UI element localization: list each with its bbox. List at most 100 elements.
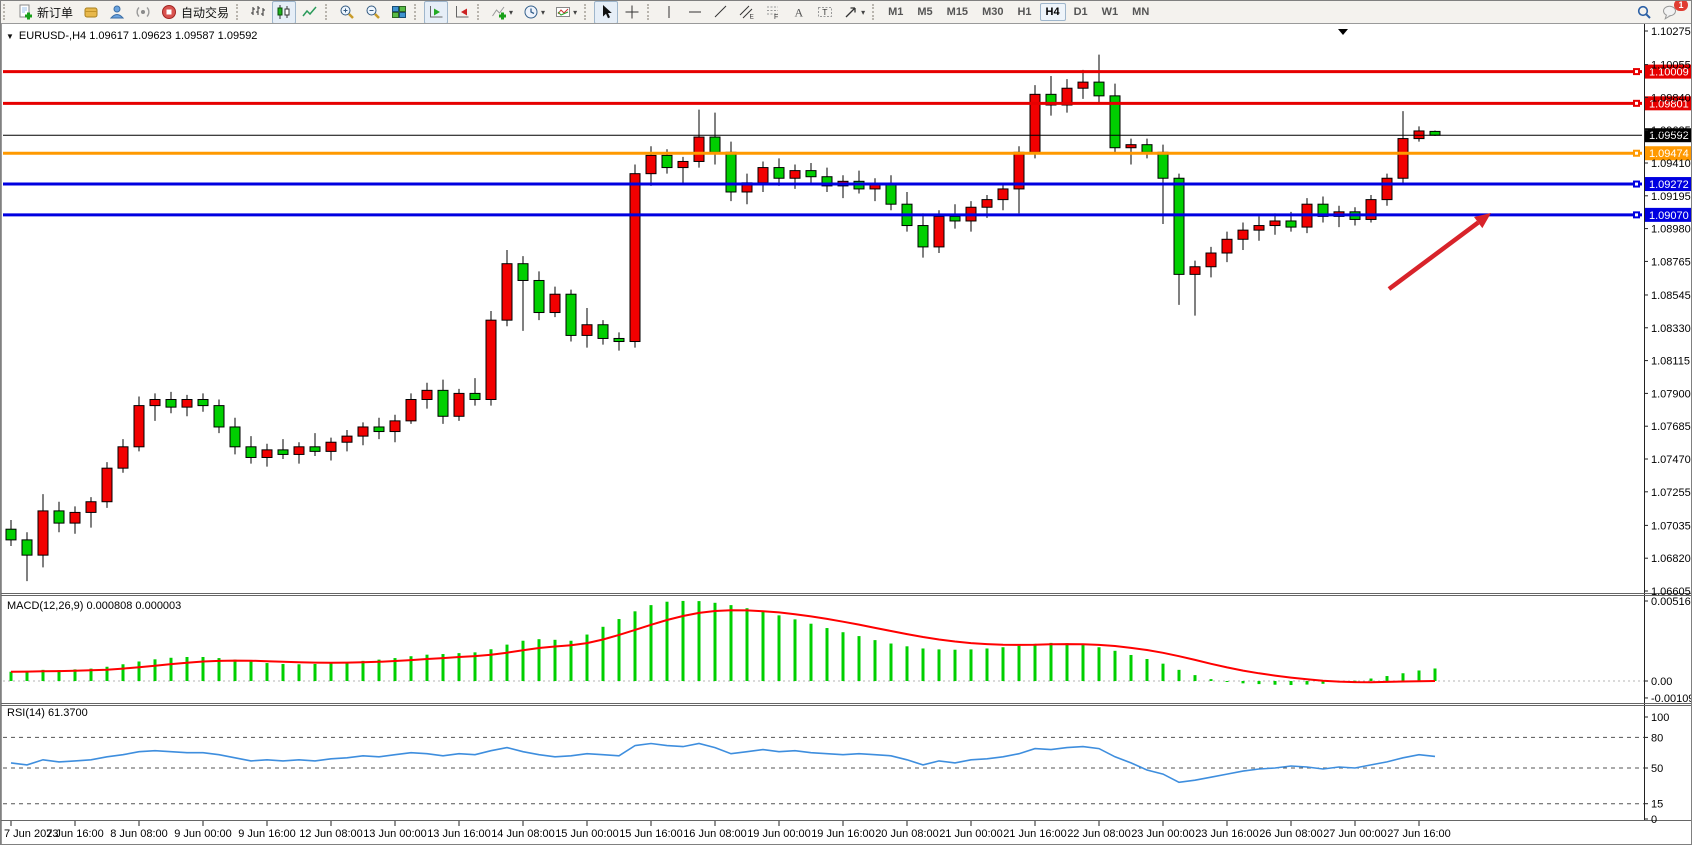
autotrade-icon xyxy=(161,4,177,20)
chart-shift-icon xyxy=(454,4,470,20)
toolbar-m5-button[interactable]: M5 xyxy=(911,3,938,21)
time-tick: 20 Jun 08:00 xyxy=(875,828,939,840)
candle-body xyxy=(197,399,209,407)
toolbar-chat-button[interactable]: 1 xyxy=(1658,1,1688,24)
candle-body xyxy=(1189,266,1201,275)
price-levels[interactable]: 1.10009 1.09801 1.09474 1.09272 1.09070 1.095… xyxy=(3,64,1692,222)
vline-icon xyxy=(661,4,677,20)
toolbar-zoom-out-button[interactable] xyxy=(361,1,385,24)
toolbar-w1-button[interactable]: W1 xyxy=(1096,3,1125,21)
price-tick: 1.08765 xyxy=(1651,256,1691,268)
toolbar-templates-button[interactable]: ▾ xyxy=(551,1,581,24)
toolbar-m15-button[interactable]: M15 xyxy=(941,3,974,21)
hline-icon xyxy=(687,4,703,20)
toolbar-m30-button[interactable]: M30 xyxy=(976,3,1009,21)
candle-body xyxy=(485,319,497,401)
tile-windows-icon xyxy=(391,4,407,20)
candle-body xyxy=(293,446,305,455)
toolbar-horizontal-line-button[interactable] xyxy=(683,1,707,24)
text-label-icon: T xyxy=(817,4,833,20)
rsi-tick: 100 xyxy=(1651,712,1669,724)
candle-body xyxy=(597,324,609,339)
candle-body xyxy=(1077,81,1089,89)
candle-body xyxy=(277,449,289,455)
candle-body xyxy=(101,467,113,503)
candle-body xyxy=(757,167,769,184)
toolbar-m1-button[interactable]: M1 xyxy=(882,3,909,21)
panel-borders xyxy=(1,23,1691,844)
candle-body xyxy=(533,279,545,314)
chart-shift-marker[interactable] xyxy=(1338,29,1348,35)
toolbar-search-button[interactable] xyxy=(1632,1,1656,24)
candle-body xyxy=(1285,220,1297,228)
time-tick: 15 Jun 16:00 xyxy=(619,828,683,840)
toolbar-h4-button[interactable]: H4 xyxy=(1039,3,1066,21)
toolbar-mn-button[interactable]: MN xyxy=(1126,3,1155,21)
time-tick: 15 Jun 00:00 xyxy=(555,828,619,840)
toolbar-group-scroll xyxy=(423,1,475,24)
hline-handle-center xyxy=(1635,70,1638,74)
toolbar-profile-button[interactable] xyxy=(105,1,129,24)
support-2-price-box xyxy=(1645,207,1691,222)
candle-body xyxy=(1141,144,1153,153)
chevron-down-icon: ▾ xyxy=(541,7,546,17)
time-tick: 23 Jun 16:00 xyxy=(1195,828,1259,840)
toolbar-new-order-button[interactable]: 新订单 xyxy=(13,1,77,24)
toolbar-signals-button[interactable] xyxy=(131,1,155,24)
toolbar-bar-chart-button[interactable] xyxy=(246,1,270,24)
time-tick: 7 Jun 16:00 xyxy=(46,828,104,840)
price-tick: 1.09195 xyxy=(1651,191,1691,203)
toolbar-vertical-line-button[interactable] xyxy=(657,1,681,24)
price-tick: 1.09840 xyxy=(1651,92,1691,104)
toolbar-cursor-button[interactable] xyxy=(594,1,619,24)
toolbar-candlestick-chart-button[interactable] xyxy=(272,1,297,24)
chat-icon xyxy=(1662,4,1678,20)
toolbar: 新订单 自动交易 ▾ ▾ ▾ E F A T ▾ M1 M5 M15 M30 H1 H4 D1 W1 MN 1 xyxy=(1,1,1691,24)
candle-body xyxy=(1317,203,1329,217)
toolbar-d1-button[interactable]: D1 xyxy=(1068,3,1094,21)
macd-axis: 0.005166 0.00 -0.001095 xyxy=(1644,596,1691,705)
toolbar-trendline-button[interactable] xyxy=(709,1,733,24)
toolbar-tile-windows-button[interactable] xyxy=(387,1,411,24)
toolbar-autotrade-button[interactable]: 自动交易 xyxy=(157,1,233,24)
chart-canvas[interactable]: 1.10009 1.09801 1.09474 1.09272 1.09070 1.095… xyxy=(1,23,1692,845)
toolbar-indicators-button[interactable]: ▾ xyxy=(487,1,517,24)
button-label: 自动交易 xyxy=(181,5,230,20)
toolbar-chart-shift-button[interactable] xyxy=(450,1,474,24)
price-tick: 1.08330 xyxy=(1651,323,1691,335)
time-tick: 12 Jun 08:00 xyxy=(299,828,363,840)
toolbar-equidistant-channel-button[interactable]: E xyxy=(735,1,759,24)
toolbar-arrows-button[interactable]: ▾ xyxy=(839,1,869,24)
candle-body xyxy=(517,263,529,281)
annotation-arrow[interactable] xyxy=(1387,213,1491,291)
toolbar-auto-scroll-button[interactable] xyxy=(424,1,449,24)
price-tick: 1.08545 xyxy=(1651,290,1691,302)
toolbar-text-label-button[interactable]: T xyxy=(813,1,837,24)
support-2-price-label: 1.09070 xyxy=(1649,210,1689,222)
candle-body xyxy=(373,426,385,433)
toolbar-group-timeframes: M1 M5 M15 M30 H1 H4 D1 W1 MN xyxy=(881,1,1156,23)
templates-icon xyxy=(555,4,571,20)
toolbar-h1-button[interactable]: H1 xyxy=(1011,3,1037,21)
resistance-2-price-box xyxy=(1645,96,1691,111)
toolbar-market-watch-button[interactable] xyxy=(79,1,103,24)
one-click-trading-toggle[interactable]: ▼ xyxy=(6,32,14,41)
toolbar-periods-button[interactable]: ▾ xyxy=(519,1,549,24)
toolbar-text-button[interactable]: A xyxy=(787,1,811,24)
resistance-2-price-label: 1.09801 xyxy=(1649,98,1689,110)
toolbar-zoom-in-button[interactable] xyxy=(335,1,359,24)
candle-body xyxy=(261,449,273,458)
profile-icon xyxy=(109,4,125,20)
candle-body xyxy=(165,399,177,408)
candle-body xyxy=(133,405,145,448)
time-tick: 23 Jun 00:00 xyxy=(1131,828,1195,840)
time-tick: 8 Jun 08:00 xyxy=(110,828,168,840)
candle-body xyxy=(885,183,897,205)
candle-body xyxy=(1269,220,1281,227)
toolbar-fibonacci-button[interactable]: F xyxy=(761,1,785,24)
time-tick: 19 Jun 00:00 xyxy=(747,828,811,840)
toolbar-line-chart-button[interactable] xyxy=(298,1,322,24)
toolbar-grip xyxy=(236,4,243,20)
candle-body xyxy=(1365,199,1377,220)
toolbar-crosshair-button[interactable] xyxy=(620,1,644,24)
